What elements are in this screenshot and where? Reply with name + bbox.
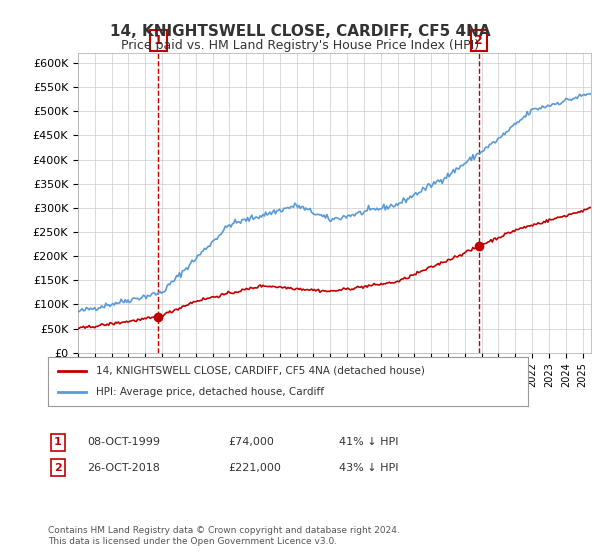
- Text: 1: 1: [54, 437, 62, 447]
- Text: 26-OCT-2018: 26-OCT-2018: [87, 463, 160, 473]
- Text: 08-OCT-1999: 08-OCT-1999: [87, 437, 160, 447]
- Text: 2: 2: [54, 463, 62, 473]
- Text: 14, KNIGHTSWELL CLOSE, CARDIFF, CF5 4NA (detached house): 14, KNIGHTSWELL CLOSE, CARDIFF, CF5 4NA …: [96, 366, 425, 376]
- Text: £221,000: £221,000: [228, 463, 281, 473]
- Text: 14, KNIGHTSWELL CLOSE, CARDIFF, CF5 4NA: 14, KNIGHTSWELL CLOSE, CARDIFF, CF5 4NA: [110, 24, 490, 39]
- Text: 41% ↓ HPI: 41% ↓ HPI: [339, 437, 398, 447]
- Text: Contains HM Land Registry data © Crown copyright and database right 2024.
This d: Contains HM Land Registry data © Crown c…: [48, 526, 400, 546]
- Text: £74,000: £74,000: [228, 437, 274, 447]
- Text: Price paid vs. HM Land Registry's House Price Index (HPI): Price paid vs. HM Land Registry's House …: [121, 39, 479, 52]
- Text: 43% ↓ HPI: 43% ↓ HPI: [339, 463, 398, 473]
- Text: 2: 2: [474, 34, 483, 47]
- Text: 1: 1: [154, 34, 163, 47]
- Text: HPI: Average price, detached house, Cardiff: HPI: Average price, detached house, Card…: [96, 387, 324, 397]
